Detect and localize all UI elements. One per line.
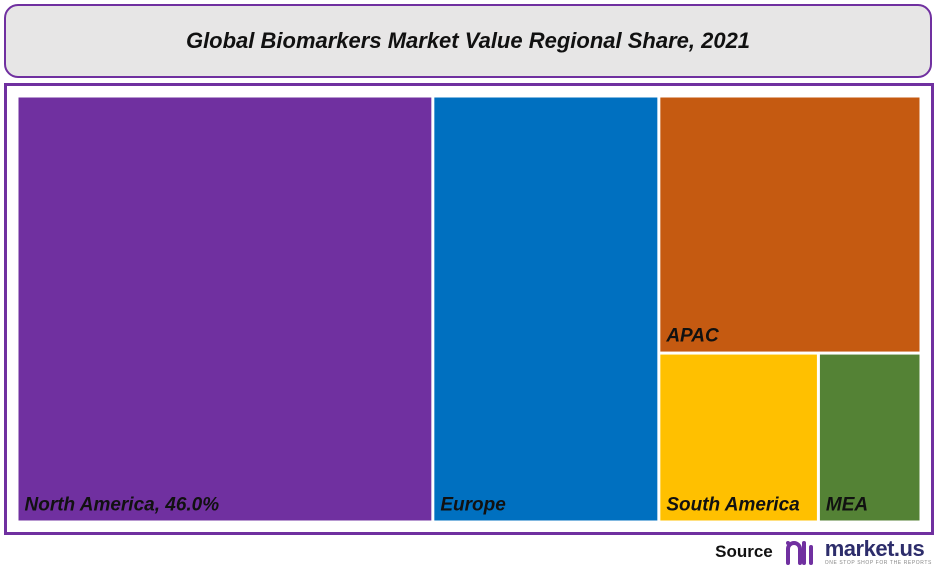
treemap-tile-south-america [660,354,817,521]
logo-tagline: ONE STOP SHOP FOR THE REPORTS [824,560,932,566]
treemap-frame: North America, 46.0% Europe APAC South Amer… [4,83,934,535]
market-us-logo: market.us ONE STOP SHOP FOR THE REPORTS [785,538,932,566]
treemap-label-north-america: North America, 46.0% [25,495,220,516]
treemap-chart: North America, 46.0% Europe APAC South Amer… [18,97,920,521]
treemap-label-south-america: South America [666,495,800,516]
treemap-tile-north-america [18,97,432,521]
treemap-tile-apac [660,97,920,352]
treemap-label-apac: APAC [665,326,719,347]
logo-name: market.us [824,536,925,561]
source-attribution: Source market.us ONE STOP SHOP FOR THE R… [715,537,932,567]
treemap-label-mea: MEA [826,495,868,516]
treemap-tile-europe [434,97,658,521]
chart-title: Global Biomarkers Market Value Regional … [185,28,751,53]
source-label: Source [715,542,773,561]
chart-title-box: Global Biomarkers Market Value Regional … [4,4,932,78]
treemap-label-europe: Europe [440,495,506,516]
treemap-tile-mea [819,354,920,521]
market-us-logo-icon [785,541,813,565]
